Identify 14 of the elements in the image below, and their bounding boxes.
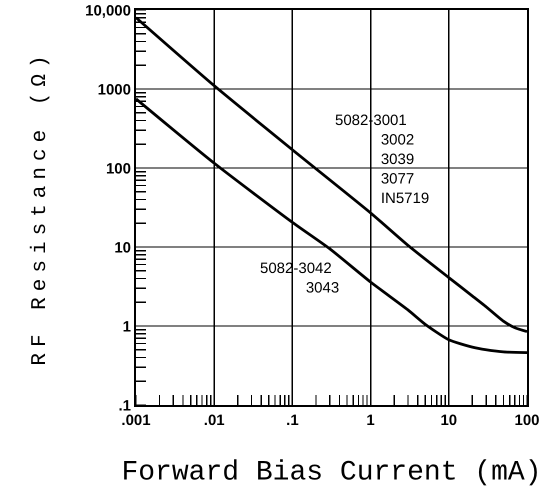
y-tick-label: 1000 bbox=[98, 81, 131, 98]
y-tick-label: 1 bbox=[122, 318, 131, 336]
y-tick-label: 10,000 bbox=[85, 2, 131, 20]
x-tick-label: 10 bbox=[440, 412, 458, 429]
x-tick-label: 1 bbox=[366, 412, 375, 429]
x-tick-label: .1 bbox=[286, 412, 299, 429]
x-tick-label: .001 bbox=[121, 412, 151, 429]
y-tick-label: .1 bbox=[118, 397, 131, 414]
y-axis-title: RF Resistance (Ω) bbox=[28, 49, 52, 366]
x-axis-title: Forward Bias Current (mA) bbox=[121, 458, 542, 489]
x-tick-label: .01 bbox=[204, 412, 225, 429]
y-tick-label: 100 bbox=[106, 160, 131, 178]
x-tick-label: 100 bbox=[514, 412, 540, 429]
y-tick-label: 10 bbox=[114, 239, 131, 256]
